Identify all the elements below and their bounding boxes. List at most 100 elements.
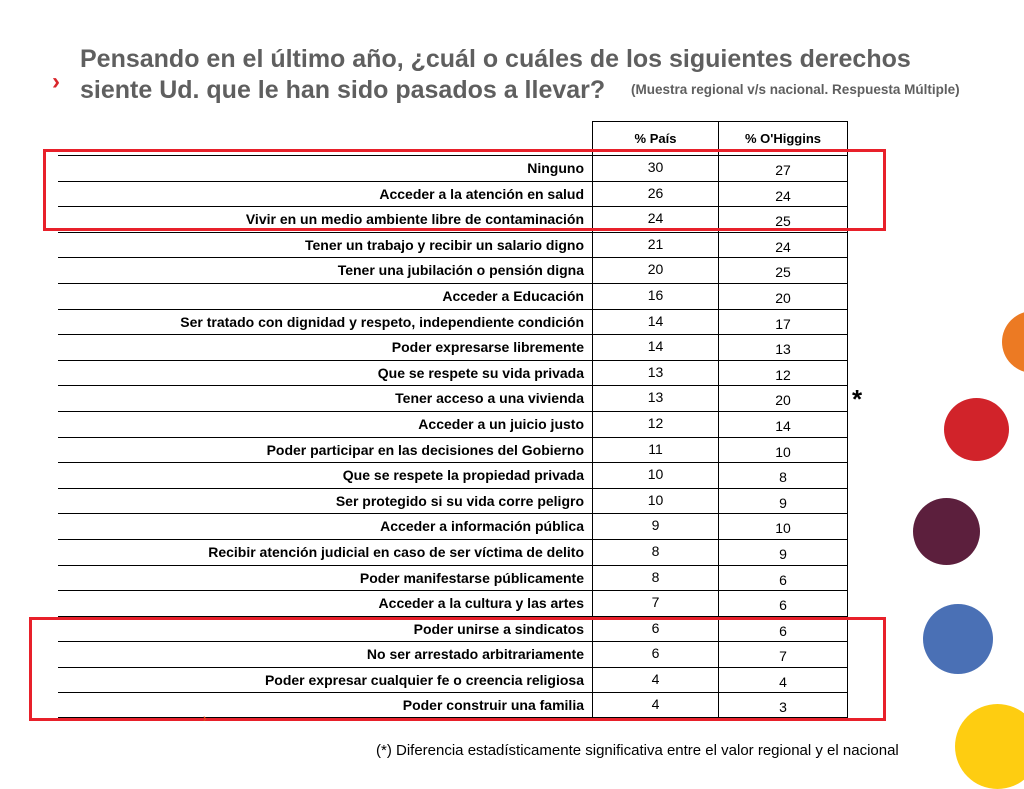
cell-pais: 4 — [592, 667, 718, 693]
cell-ohiggins: 9 — [718, 488, 848, 514]
cell-ohiggins: 6 — [718, 591, 848, 616]
cell-ohiggins: 10 — [718, 437, 848, 463]
table-row: Acceder a la atención en salud 26 24 — [58, 180, 848, 207]
row-label: Recibir atención judicial en caso de ser… — [208, 543, 584, 560]
row-label: Ser tratado con dignidad y respeto, inde… — [180, 313, 584, 330]
row-label: Acceder a un juicio justo — [418, 415, 584, 432]
table-row: Poder unirse a sindicatos 6 6 — [58, 615, 848, 642]
row-label: Vivir en un medio ambiente libre de cont… — [245, 211, 584, 228]
row-label: Que se respete la propiedad privada — [342, 467, 584, 484]
table-row: Tener una jubilación o pensión digna 20 25 — [58, 257, 848, 283]
row-label: Que se respete su vida privada — [377, 364, 584, 381]
significance-asterisk: * — [852, 384, 863, 414]
cell-pais: 12 — [592, 411, 718, 437]
cell-ohiggins: 20 — [718, 283, 848, 309]
cell-ohiggins: 17 — [718, 309, 848, 335]
cell-pais: 13 — [592, 360, 718, 386]
row-label: Acceder a información pública — [380, 518, 584, 535]
row-label: Tener acceso a una vivienda — [395, 390, 584, 407]
cell-ohiggins: 10 — [718, 514, 848, 539]
cell-ohiggins: 27 — [718, 156, 848, 181]
cell-pais: 10 — [592, 463, 718, 488]
cell-pais: 20 — [592, 258, 718, 283]
cell-pais: 24 — [592, 207, 718, 232]
row-label: Ninguno — [527, 160, 584, 176]
highlight-box-bottom — [29, 617, 886, 721]
cell-ohiggins: 7 — [718, 642, 848, 667]
column-header-ohiggins: % O'Higgins — [718, 121, 848, 155]
cell-pais: 6 — [592, 642, 718, 667]
decorative-circle-blue — [923, 604, 993, 674]
cell-ohiggins: 3 — [718, 693, 848, 718]
row-label: Poder expresarse libremente — [391, 339, 584, 356]
row-label: Poder unirse a sindicatos — [413, 620, 584, 637]
cell-ohiggins: 6 — [718, 565, 848, 591]
row-label: Poder participar en las decisiones del G… — [266, 441, 584, 458]
cell-pais: 8 — [592, 565, 718, 591]
row-label: Acceder a Educación — [442, 287, 584, 304]
cell-ohiggins: 25 — [718, 258, 848, 283]
cell-pais: 21 — [592, 232, 718, 258]
table-row: Tener acceso a una vivienda 13 20 — [58, 385, 848, 411]
slide-title: Pensando en el último año, ¿cuál o cuále… — [80, 45, 911, 104]
row-label: Poder manifestarse públicamente — [359, 569, 584, 586]
table-row: Tener un trabajo y recibir un salario di… — [58, 231, 848, 258]
cell-ohiggins: 12 — [718, 360, 848, 386]
cell-ohiggins: 20 — [718, 386, 848, 411]
decorative-circle-yellow — [955, 704, 1024, 789]
table-row: Poder construir una familia 4 3 — [58, 692, 848, 719]
table-row: Vivir en un medio ambiente libre de cont… — [58, 206, 848, 232]
cell-pais: 26 — [592, 181, 718, 207]
cell-pais: 8 — [592, 539, 718, 565]
table-row: Poder participar en las decisiones del G… — [58, 436, 848, 463]
table-row: Poder expresar cualquier fe o creencia r… — [58, 666, 848, 693]
table-row: Que se respete la propiedad privada 10 8 — [58, 462, 848, 488]
row-label: No ser arrestado arbitrariamente — [366, 646, 584, 663]
cell-ohiggins: 24 — [718, 181, 848, 207]
table-row: Ninguno 30 27 — [58, 155, 848, 181]
data-table: Ninguno 30 27 Acceder a la atención en salu… — [58, 155, 848, 719]
chevron-right-icon: › — [203, 713, 207, 725]
cell-ohiggins: 24 — [718, 232, 848, 258]
cell-pais: 7 — [592, 591, 718, 616]
table-row: Acceder a la cultura y las artes 7 6 — [58, 590, 848, 616]
cell-ohiggins: 4 — [718, 667, 848, 693]
row-label: Acceder a la cultura y las artes — [378, 595, 584, 612]
table-row: Poder manifestarse públicamente 8 6 — [58, 564, 848, 591]
row-label: Tener un trabajo y recibir un salario di… — [304, 236, 584, 253]
cell-ohiggins: 8 — [718, 463, 848, 488]
cell-pais: 16 — [592, 283, 718, 309]
column-header-pais: % País — [592, 121, 718, 155]
cell-pais: 9 — [592, 514, 718, 539]
decorative-circle-orange — [1002, 311, 1024, 373]
table-row: Recibir atención judicial en caso de ser… — [58, 538, 848, 565]
cell-ohiggins: 9 — [718, 539, 848, 565]
table-row: Que se respete su vida privada 13 12 — [58, 359, 848, 386]
chevron-right-icon: › — [52, 68, 60, 95]
row-label: Tener una jubilación o pensión digna — [337, 262, 584, 279]
table-header: % País % O'Higgins — [592, 121, 848, 155]
footnote: (*) Diferencia estadísticamente signific… — [376, 742, 899, 759]
cell-pais: 14 — [592, 335, 718, 360]
row-label: Acceder a la atención en salud — [379, 185, 584, 202]
cell-pais: 13 — [592, 386, 718, 411]
row-label: Ser protegido si su vida corre peligro — [335, 492, 584, 509]
cell-ohiggins: 14 — [718, 411, 848, 437]
table-row: No ser arrestado arbitrariamente 6 7 — [58, 641, 848, 667]
cell-pais: 6 — [592, 616, 718, 642]
slide-subtitle: (Muestra regional v/s nacional. Respuest… — [631, 82, 960, 97]
decorative-circle-red — [944, 398, 1009, 461]
table-row: Poder expresarse libremente 14 13 — [58, 334, 848, 360]
table-row: Acceder a Educación 16 20 — [58, 282, 848, 309]
cell-ohiggins: 6 — [718, 616, 848, 642]
cell-pais: 30 — [592, 156, 718, 181]
decorative-circle-purple — [913, 498, 980, 565]
row-label: Poder construir una familia — [402, 697, 584, 714]
table-row: Acceder a información pública 9 10 — [58, 513, 848, 539]
table-row: Ser tratado con dignidad y respeto, inde… — [58, 308, 848, 335]
cell-pais: 10 — [592, 488, 718, 514]
row-label: Poder expresar cualquier fe o creencia r… — [264, 671, 584, 688]
table-row: Ser protegido si su vida corre peligro 10… — [58, 487, 848, 514]
table-row: Acceder a un juicio justo 12 14 — [58, 410, 848, 437]
cell-pais: 14 — [592, 309, 718, 335]
